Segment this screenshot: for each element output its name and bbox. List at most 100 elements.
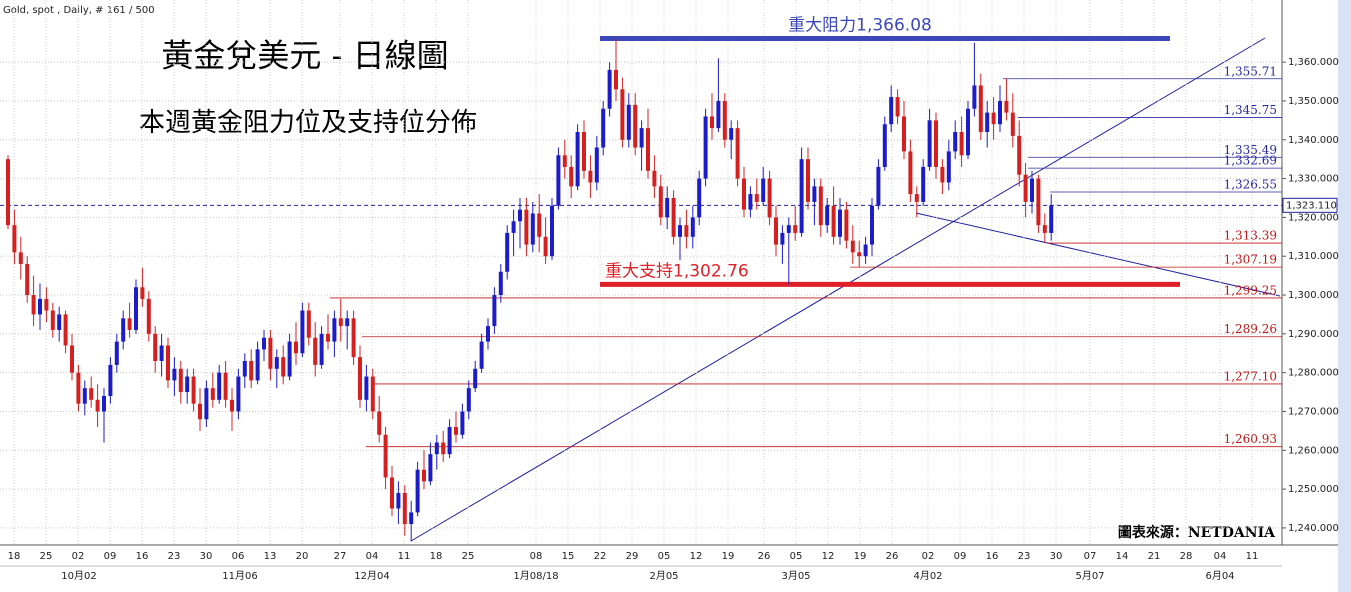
- candle-body: [134, 287, 138, 330]
- candle-body: [646, 128, 650, 171]
- candle-body: [914, 194, 919, 202]
- x-month-label: 4月02: [913, 570, 942, 582]
- y-tick-label: 1,320.000: [1288, 212, 1339, 223]
- x-month-label: 12月04: [354, 570, 389, 582]
- candle-body: [889, 97, 894, 125]
- candle-body: [786, 225, 791, 233]
- candle-body: [268, 337, 273, 369]
- candle-body: [166, 345, 170, 381]
- candle-body: [729, 128, 734, 140]
- candle-body: [332, 318, 337, 342]
- candle-body: [338, 318, 343, 327]
- candle-body: [345, 318, 350, 327]
- last-price-box: [1282, 197, 1338, 213]
- x-tick-label: 18: [430, 551, 443, 562]
- candle-body: [364, 376, 369, 400]
- candle-body: [825, 205, 830, 226]
- candle-body: [876, 166, 881, 206]
- candle-body: [466, 388, 471, 412]
- candle-body: [626, 104, 631, 140]
- x-tick-label: 28: [1180, 551, 1193, 562]
- x-tick-label: 30: [200, 551, 213, 562]
- x-month-label: 1月08/18: [513, 570, 558, 582]
- candle-body: [857, 252, 862, 257]
- trend-line: [410, 37, 1266, 542]
- x-month-label: 6月04: [1205, 570, 1234, 582]
- x-tick-label: 26: [886, 551, 899, 562]
- candle-body: [678, 225, 682, 237]
- candle-body: [31, 295, 36, 315]
- candle-body: [447, 427, 452, 455]
- candle-body: [121, 318, 126, 342]
- candle-body: [454, 427, 458, 435]
- chart-header: Gold, spot , Daily, # 161 / 500: [3, 5, 155, 16]
- x-tick-label: 06: [232, 551, 245, 562]
- candle-body: [966, 108, 970, 156]
- candle-body: [601, 108, 606, 148]
- candle-body: [537, 213, 542, 237]
- x-tick-label: 11: [1246, 551, 1259, 562]
- candle-body: [505, 232, 510, 272]
- candle-body: [946, 151, 951, 183]
- candle-body: [620, 89, 625, 140]
- level-label: 1,260.93: [1224, 432, 1277, 446]
- candle-body: [959, 132, 964, 156]
- candle-body: [524, 209, 529, 245]
- y-tick-label: 1,280.000: [1288, 368, 1339, 379]
- candle-body: [863, 244, 868, 257]
- candle-body: [351, 318, 356, 358]
- level-label: 1,313.39: [1224, 229, 1277, 243]
- candle-body: [281, 357, 286, 377]
- candle-body: [236, 376, 241, 412]
- y-tick-label: 1,310.000: [1288, 251, 1339, 262]
- x-tick-label: 09: [954, 551, 967, 562]
- candle-body: [313, 337, 318, 365]
- candle-body: [895, 97, 900, 117]
- candle-body: [607, 69, 612, 109]
- candle-body: [831, 205, 836, 237]
- x-tick-label: 25: [40, 551, 53, 562]
- candle-body: [57, 314, 62, 330]
- x-tick-label: 26: [758, 551, 771, 562]
- x-tick-label: 07: [1084, 551, 1097, 562]
- x-tick-label: 05: [790, 551, 803, 562]
- candle-body: [511, 221, 516, 233]
- candle-body: [1004, 100, 1009, 113]
- candle-body: [569, 166, 574, 187]
- candle-body: [716, 100, 721, 129]
- y-tick-label: 1,340.000: [1288, 135, 1339, 146]
- candle-body: [806, 159, 810, 202]
- candle-body: [390, 477, 394, 509]
- candle-body: [242, 361, 247, 377]
- trend-line: [915, 212, 1281, 297]
- x-tick-label: 14: [1116, 551, 1129, 562]
- candle-body: [287, 341, 292, 377]
- y-tick-label: 1,270.000: [1288, 406, 1339, 417]
- candle-body: [697, 178, 702, 218]
- x-tick-label: 08: [530, 551, 543, 562]
- candle-body: [543, 236, 548, 257]
- x-tick-label: 15: [562, 551, 575, 562]
- candle-body: [940, 166, 945, 183]
- candle-body: [294, 341, 298, 354]
- candle-body: [428, 454, 433, 482]
- x-month-label: 11月06: [222, 570, 257, 582]
- y-tick-label: 1,300.000: [1288, 290, 1339, 301]
- x-tick-label: 04: [1214, 551, 1227, 562]
- candle-body: [370, 376, 375, 412]
- level-label: 1,355.71: [1224, 64, 1277, 78]
- candle-body: [850, 240, 855, 253]
- y-tick-label: 1,330.000: [1288, 174, 1339, 185]
- x-tick-label: 13: [264, 551, 277, 562]
- candle-body: [230, 399, 234, 412]
- candle-body: [63, 314, 68, 346]
- candle-body: [761, 178, 766, 202]
- candle-body: [703, 116, 708, 179]
- candle-body: [652, 170, 657, 187]
- candle-body: [159, 345, 164, 362]
- candle-body: [799, 159, 804, 233]
- candle-body: [927, 120, 932, 167]
- candle-body: [562, 155, 567, 167]
- candle-body: [934, 120, 938, 167]
- candle-body: [812, 186, 817, 202]
